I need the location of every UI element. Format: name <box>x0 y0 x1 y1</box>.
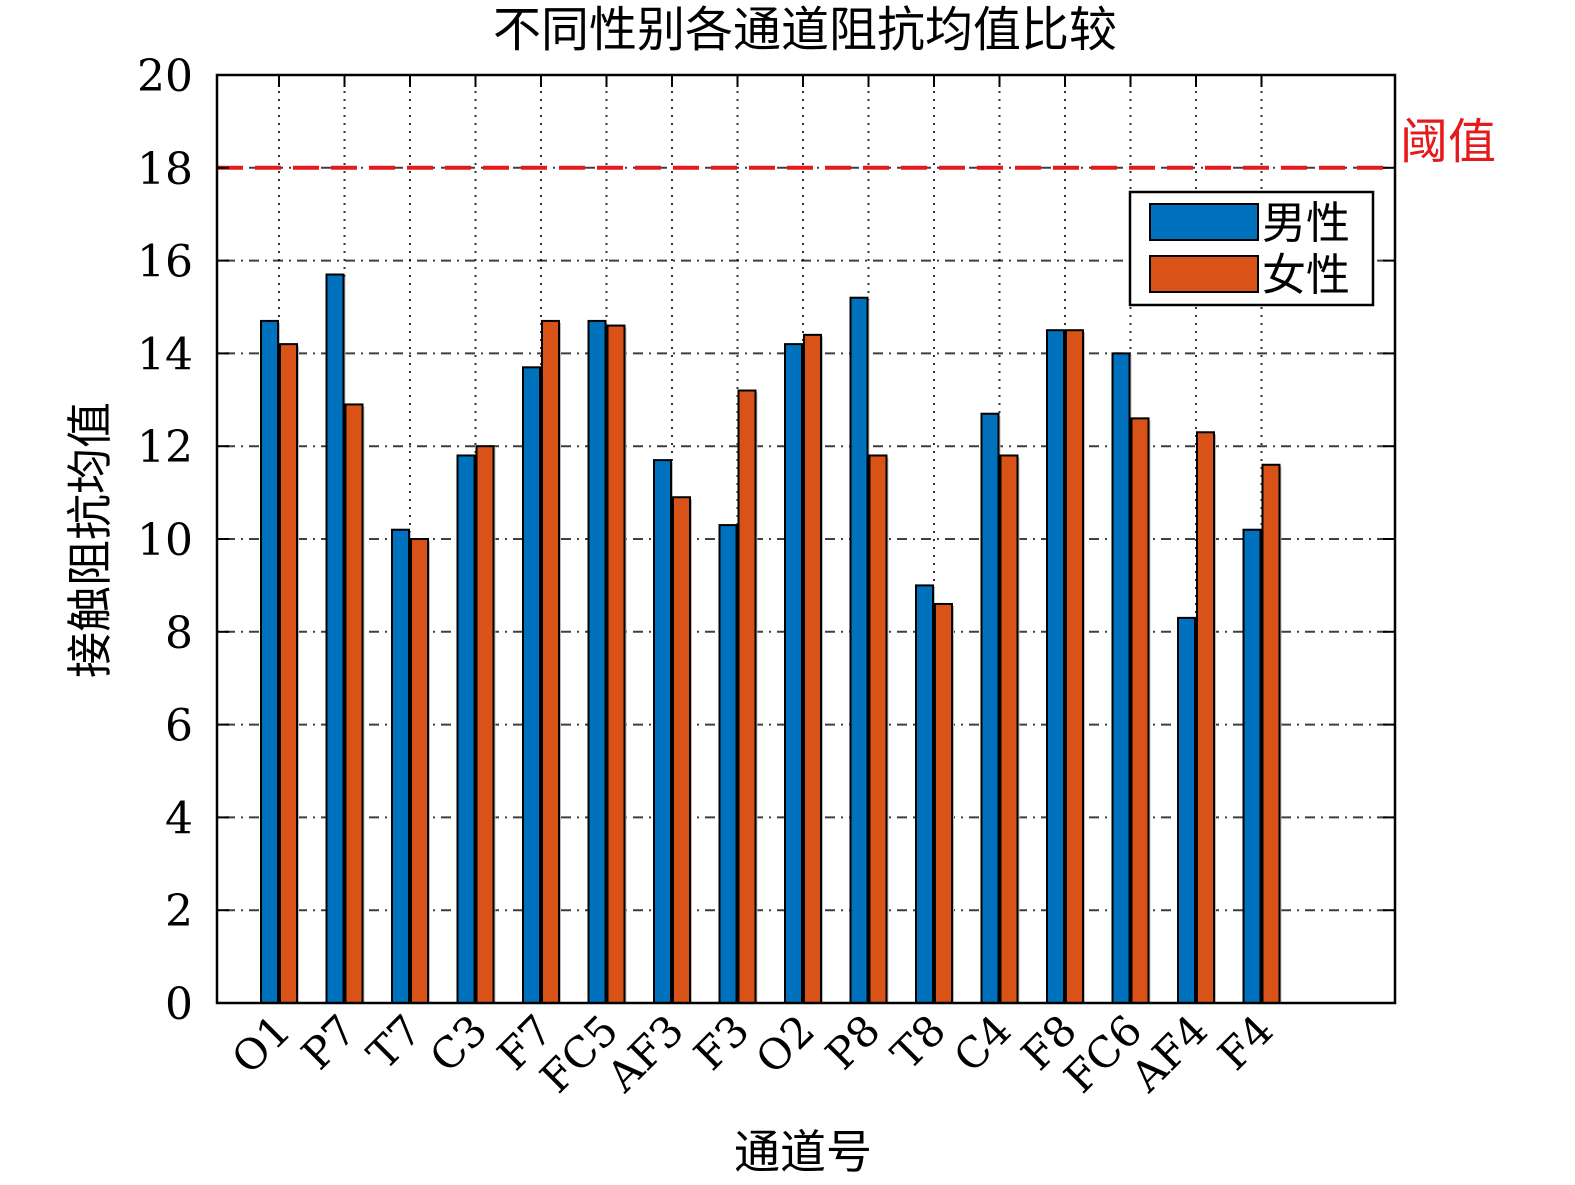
bar-female-F4 <box>1261 463 1281 1004</box>
bar-female-AF4 <box>1196 431 1215 1004</box>
bar-male-F8 <box>1046 329 1065 1004</box>
bar-female-T7 <box>410 538 429 1004</box>
bar-female-C4 <box>999 454 1019 1005</box>
x-tick-label: P7 <box>292 1005 366 1079</box>
x-tick-label: P8 <box>816 1005 890 1079</box>
bar-male-O2 <box>784 343 803 1004</box>
legend-swatch-male <box>1149 203 1259 241</box>
bar-female-F7 <box>541 319 560 1005</box>
x-tick-label: O1 <box>222 1005 300 1083</box>
bar-male-FC6 <box>1111 352 1131 1004</box>
x-tick-label: O2 <box>746 1005 824 1083</box>
bar-female-F3 <box>737 389 757 1004</box>
y-axis-label: 接触阻抗均值 <box>63 402 117 678</box>
y-tick-label: 20 <box>137 51 193 102</box>
bar-male-T7 <box>391 528 410 1004</box>
x-tick-label: C4 <box>944 1005 1020 1081</box>
bar-female-C3 <box>475 445 495 1004</box>
y-tick-label: 6 <box>165 701 193 752</box>
bar-female-FC5 <box>606 324 626 1004</box>
bar-male-AF4 <box>1177 616 1196 1004</box>
plot-area: 阈值02468101214161820O1P7T7C3F7FC5AF3F3O2P… <box>137 51 1496 1102</box>
bar-male-P7 <box>325 273 345 1004</box>
bar-male-F4 <box>1242 528 1262 1004</box>
bar-female-P8 <box>868 454 888 1005</box>
y-tick-label: 4 <box>165 793 193 844</box>
x-tick-label: F3 <box>684 1005 758 1079</box>
bar-female-P7 <box>344 403 364 1004</box>
x-tick-label: AF3 <box>597 1005 693 1101</box>
chart-title: 不同性别各通道阻抗均值比较 <box>493 2 1117 58</box>
legend-label-female: 女性 <box>1262 250 1350 301</box>
bar-male-F7 <box>522 366 541 1004</box>
bar-male-O1 <box>260 319 279 1005</box>
y-tick-label: 18 <box>137 144 193 195</box>
bar-male-F3 <box>718 524 738 1005</box>
bar-female-FC6 <box>1130 417 1150 1004</box>
bar-female-O2 <box>803 333 822 1004</box>
x-tick-label: AF4 <box>1121 1005 1217 1101</box>
bar-male-T8 <box>915 584 934 1005</box>
bar-male-FC5 <box>587 319 607 1005</box>
bar-male-P8 <box>849 296 869 1005</box>
y-tick-label: 14 <box>137 329 193 380</box>
legend-swatch-female <box>1149 255 1259 293</box>
y-tick-label: 12 <box>137 422 193 473</box>
y-tick-label: 0 <box>165 979 193 1030</box>
y-tick-label: 10 <box>137 515 193 566</box>
bar-male-C3 <box>456 454 476 1005</box>
bar-female-F8 <box>1065 329 1084 1004</box>
threshold-label: 阈值 <box>1400 114 1496 170</box>
y-tick-label: 16 <box>137 237 193 288</box>
x-axis-label: 通道号 <box>734 1125 872 1179</box>
bar-female-O1 <box>279 343 298 1004</box>
bar-male-C4 <box>980 412 1000 1005</box>
y-tick-label: 2 <box>165 886 193 937</box>
bar-female-T8 <box>934 602 953 1005</box>
bar-female-AF3 <box>672 496 691 1004</box>
y-tick-label: 8 <box>165 608 193 659</box>
x-tick-label: T8 <box>882 1005 955 1078</box>
x-tick-label: F4 <box>1208 1005 1282 1079</box>
bar-male-AF3 <box>653 459 672 1004</box>
x-tick-label: T7 <box>358 1005 431 1078</box>
legend-label-male: 男性 <box>1262 198 1350 249</box>
x-tick-label: C3 <box>420 1005 496 1081</box>
